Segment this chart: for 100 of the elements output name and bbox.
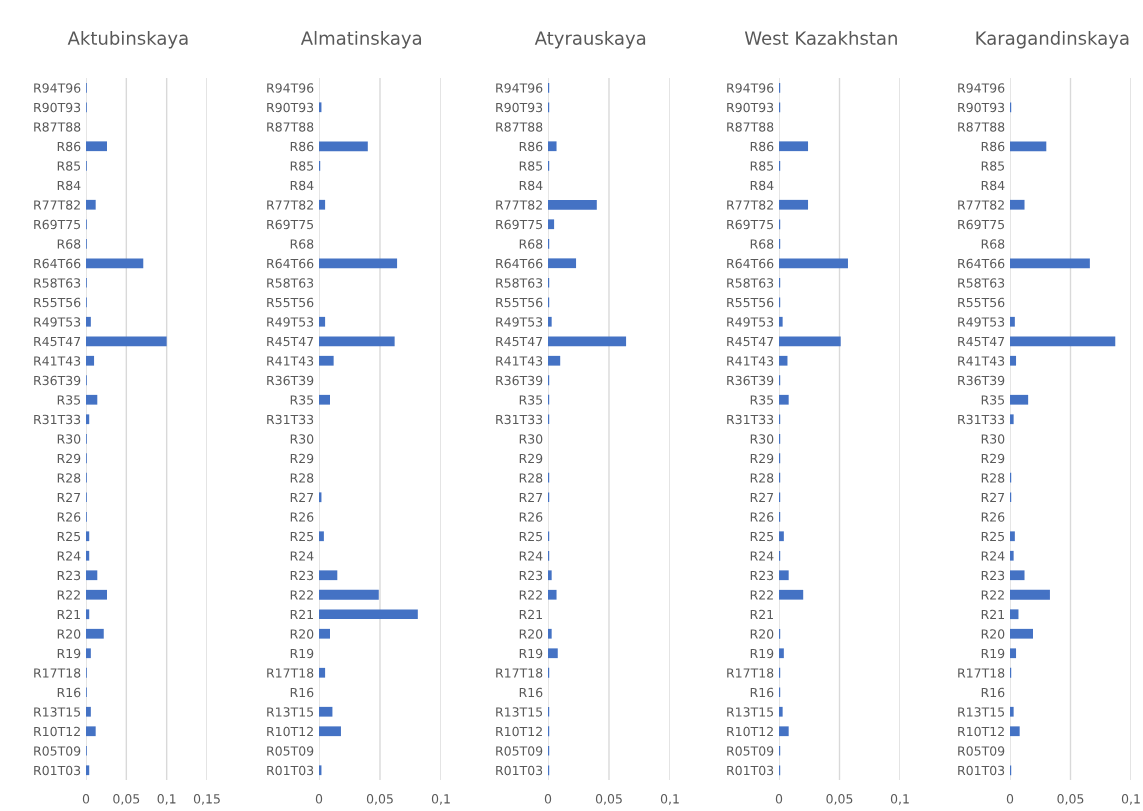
y-tick-label: R35	[57, 395, 81, 405]
y-tick-label: R86	[290, 141, 314, 152]
bar	[779, 589, 804, 600]
bar	[1010, 648, 1017, 659]
bar	[548, 648, 558, 659]
y-tick-label: R16	[290, 687, 314, 698]
y-tick-label: R31T33	[267, 414, 314, 425]
y-tick-label: R87T88	[267, 122, 314, 132]
bar	[779, 258, 848, 269]
bar	[1010, 336, 1116, 347]
y-tick-label: R45T47	[496, 336, 543, 347]
y-tick-label: R49T53	[958, 317, 1005, 327]
y-tick-label: R41T43	[496, 356, 543, 366]
bar	[319, 628, 330, 639]
y-tick-label: R55T56	[496, 297, 543, 308]
bar	[319, 141, 368, 152]
y-tick-label: R49T53	[267, 317, 314, 327]
y-tick-label: R21	[57, 609, 80, 619]
y-tick-label: R90T93	[958, 102, 1005, 113]
y-tick-label: R58T63	[958, 278, 1005, 288]
chart-title: Aktubinskaya	[67, 30, 188, 49]
y-tick-label: R41T43	[727, 356, 774, 366]
bar	[548, 316, 552, 327]
x-tick-label: 0	[82, 794, 90, 804]
y-tick-label: R87T88	[958, 122, 1005, 132]
y-tick-label: R87T88	[496, 122, 543, 132]
y-tick-label: R84	[981, 180, 1005, 191]
y-tick-label: R24	[290, 551, 314, 561]
y-tick-label: R85	[57, 161, 81, 171]
y-tick-label: R41T43	[267, 356, 314, 366]
y-tick-label: R21	[519, 609, 542, 619]
x-tick-label: 0,1	[431, 794, 450, 805]
x-tick-label: 0,05	[113, 794, 140, 805]
bar	[319, 355, 334, 366]
y-tick-label: R86	[57, 141, 81, 152]
y-tick-label: R05T09	[34, 746, 81, 756]
y-tick-label: R21	[981, 609, 1004, 619]
y-tick-label: R45T47	[34, 336, 81, 347]
y-tick-label: R10T12	[267, 726, 313, 737]
bar	[1010, 414, 1014, 425]
y-tick-label: R58T63	[34, 278, 81, 288]
y-tick-label: R27	[981, 492, 1005, 502]
bar	[548, 589, 557, 600]
y-tick-label: R22	[519, 590, 542, 600]
y-tick-label: R90T93	[267, 102, 314, 113]
y-tick-label: R31T33	[34, 414, 81, 425]
x-tick-label: 0,05	[1057, 794, 1084, 805]
bar	[548, 258, 577, 269]
bar	[779, 355, 788, 366]
y-tick-label: R27	[290, 492, 314, 502]
y-tick-label: R84	[57, 180, 81, 191]
y-tick-label: R13T15	[727, 707, 774, 717]
y-tick-label: R19	[981, 648, 1005, 659]
chart-title: Almatinskaya	[300, 30, 422, 49]
bar	[86, 570, 98, 581]
y-tick-label: R41T43	[34, 356, 81, 366]
bar	[86, 316, 91, 327]
bar	[319, 316, 326, 327]
y-tick-label: R21	[290, 609, 313, 619]
y-tick-label: R85	[981, 161, 1005, 171]
bar	[779, 199, 809, 210]
bar	[319, 706, 333, 717]
y-tick-label: R01T03	[958, 765, 1005, 776]
bar	[779, 648, 784, 659]
y-tick-label: R35	[750, 395, 774, 405]
bar	[1010, 199, 1025, 210]
y-tick-label: R68	[981, 239, 1005, 249]
bar	[548, 628, 552, 639]
y-tick-label: R36T39	[727, 375, 774, 386]
y-tick-label: R30	[290, 434, 314, 444]
x-tick-label: 0,05	[826, 794, 853, 805]
y-tick-label: R20	[290, 629, 314, 639]
y-tick-label: R23	[290, 570, 314, 581]
bar	[1010, 141, 1047, 152]
x-tick-label: 0,1	[157, 794, 176, 805]
y-tick-label: R90T93	[34, 102, 81, 113]
bar	[1010, 394, 1029, 405]
y-tick-label: R86	[519, 141, 543, 152]
y-tick-label: R36T39	[34, 375, 81, 386]
y-tick-label: R64T66	[496, 258, 543, 269]
y-tick-label: R20	[750, 629, 774, 639]
y-tick-label: R22	[57, 590, 80, 600]
x-tick-label: 0	[544, 794, 552, 804]
y-tick-label: R30	[750, 434, 774, 444]
bar	[86, 394, 98, 405]
y-tick-label: R90T93	[496, 102, 543, 113]
y-tick-label: R10T12	[727, 726, 773, 737]
bar	[319, 609, 418, 620]
bar	[319, 394, 330, 405]
y-tick-label: R22	[750, 590, 773, 600]
y-tick-label: R01T03	[727, 765, 774, 776]
y-tick-label: R24	[750, 551, 774, 561]
y-tick-label: R17T18	[958, 668, 1005, 678]
y-tick-label: R24	[519, 551, 543, 561]
bar	[86, 589, 107, 600]
chart-title: Atyrauskaya	[534, 30, 646, 49]
bar	[1010, 589, 1050, 600]
y-tick-label: R21	[750, 609, 773, 619]
y-tick-label: R29	[981, 453, 1005, 464]
y-tick-label: R68	[290, 239, 314, 249]
